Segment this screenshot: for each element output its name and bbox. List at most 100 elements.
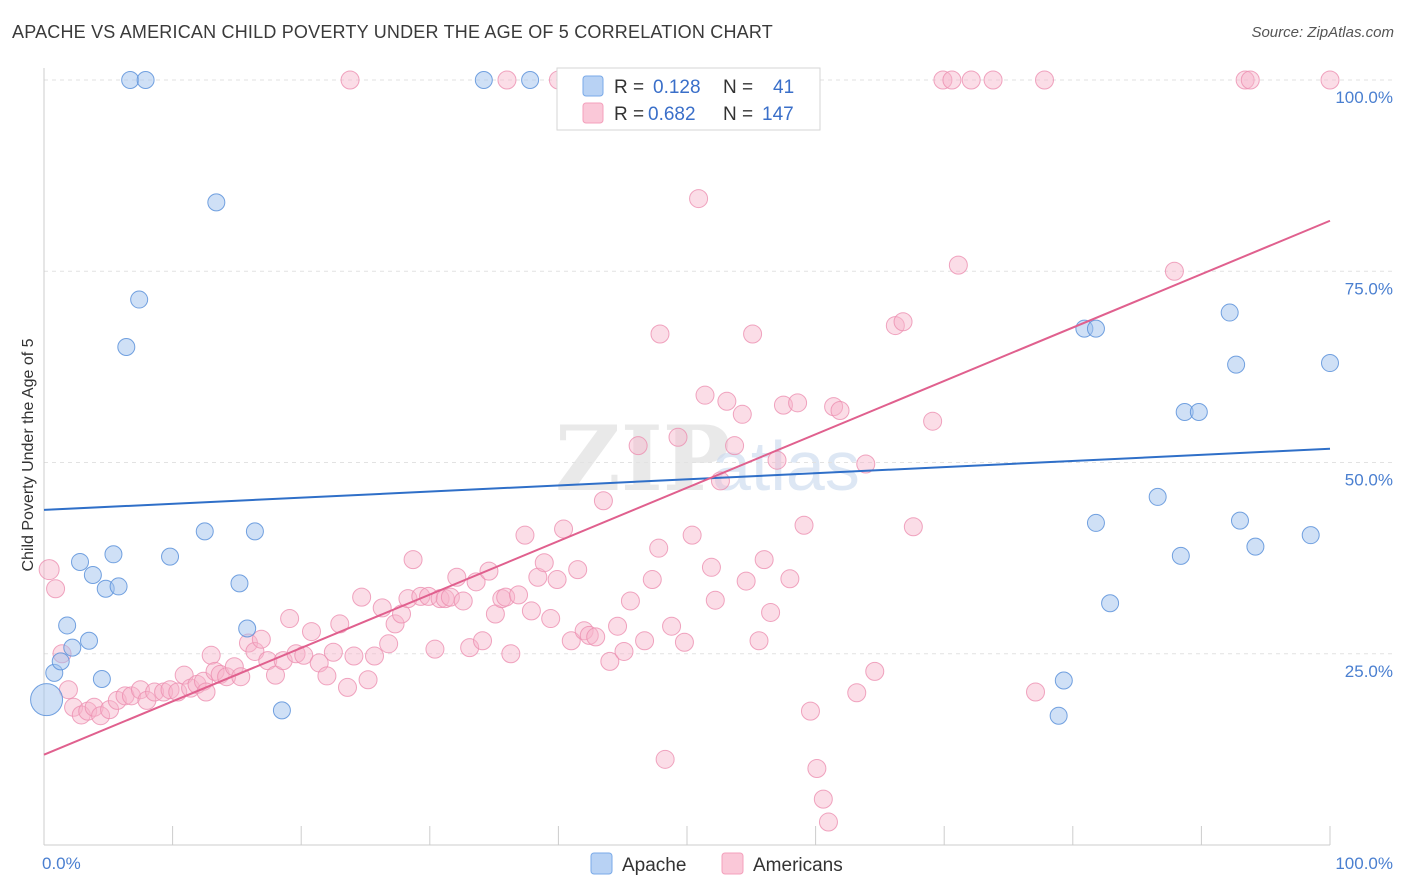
apache-point xyxy=(1054,671,1073,690)
americans-point xyxy=(358,670,378,690)
americans-point xyxy=(780,569,800,589)
apache-point xyxy=(207,193,226,212)
americans-point xyxy=(509,585,529,605)
americans-point xyxy=(830,400,850,420)
americans-point xyxy=(1240,70,1260,90)
legend: R = 0.128 N = 41 R = 0.682 N = 147 xyxy=(556,67,821,131)
americans-point xyxy=(650,324,670,344)
apache-point xyxy=(1101,594,1120,613)
americans-point xyxy=(340,70,360,90)
americans-point xyxy=(961,70,981,90)
apache-point xyxy=(80,631,99,650)
americans-point xyxy=(856,454,876,474)
americans-point xyxy=(593,491,613,511)
watermark-atlas: atlas xyxy=(712,427,860,505)
apache-point xyxy=(104,545,123,564)
americans-point xyxy=(614,641,634,661)
americans-point xyxy=(547,570,567,590)
americans-point xyxy=(788,393,808,413)
americans-point xyxy=(473,631,493,651)
legend-r-value-apache: 0.128 xyxy=(653,77,701,98)
legend-n-value-americans: 147 xyxy=(762,104,794,125)
americans-point xyxy=(655,749,675,769)
americans-point xyxy=(568,560,588,580)
apache-point xyxy=(1189,403,1208,422)
americans-point xyxy=(749,631,769,651)
americans-point xyxy=(46,579,66,599)
americans-point xyxy=(807,759,827,778)
americans-point xyxy=(501,644,521,664)
x-tick-label-1: 100.0% xyxy=(1335,854,1393,873)
americans-point xyxy=(813,789,833,809)
legend-r-value-americans: 0.682 xyxy=(648,104,696,125)
americans-point xyxy=(732,404,752,424)
americans-point xyxy=(1235,70,1255,90)
americans-point xyxy=(865,661,885,681)
americans-point xyxy=(800,701,820,721)
americans-point xyxy=(620,591,640,611)
americans-point xyxy=(337,677,357,697)
americans-point xyxy=(635,631,655,651)
americans-point xyxy=(160,680,180,700)
apache-point xyxy=(109,577,128,596)
americans-point xyxy=(301,622,321,642)
apache-point xyxy=(1301,526,1320,545)
americans-point xyxy=(561,631,581,651)
americans-point xyxy=(682,525,702,545)
americans-point xyxy=(893,312,913,332)
americans-point xyxy=(586,627,606,647)
americans-point xyxy=(743,324,763,344)
apache-point xyxy=(1049,706,1068,725)
apache-points xyxy=(30,71,1339,725)
legend-r-label-americans: R = xyxy=(614,104,644,125)
americans-point xyxy=(497,70,517,90)
y-tick-label-1: 50.0% xyxy=(1345,471,1393,490)
x-tick-labels: 0.0% 100.0% xyxy=(42,854,1393,873)
americans-point xyxy=(245,641,265,661)
americans-point xyxy=(317,666,337,686)
y-tick-labels: 25.0% 50.0% 75.0% 100.0% xyxy=(1335,88,1393,681)
apache-point xyxy=(474,71,493,89)
americans-point xyxy=(403,550,423,570)
americans-point xyxy=(425,639,445,659)
apache-point xyxy=(1230,511,1249,530)
apache-point xyxy=(136,71,155,89)
legend-n-value-apache: 41 xyxy=(773,77,794,98)
x-tick-label-0: 0.0% xyxy=(42,854,81,873)
apache-point xyxy=(71,552,90,571)
bottom-legend-label-americans: Americans xyxy=(753,855,843,876)
americans-trend-line xyxy=(43,219,1331,756)
bottom-legend-swatch-americans xyxy=(721,852,744,875)
americans-point xyxy=(773,395,793,415)
americans-point xyxy=(64,697,84,717)
apache-point xyxy=(130,290,149,309)
bottom-legend-label-apache: Apache xyxy=(622,855,686,876)
americans-point xyxy=(794,515,814,535)
watermark: ZIP atlas xyxy=(555,406,860,512)
americans-point xyxy=(725,436,745,456)
watermark-zip: ZIP xyxy=(555,406,730,512)
apache-point xyxy=(1227,355,1246,374)
apache-point xyxy=(51,652,70,671)
legend-n-label-apache: N = xyxy=(723,77,753,98)
apache-point xyxy=(1220,303,1239,322)
americans-point xyxy=(130,680,150,700)
americans-point xyxy=(385,614,405,634)
americans-point xyxy=(251,629,271,649)
americans-point xyxy=(201,645,221,665)
americans-point xyxy=(1026,682,1046,702)
apache-point xyxy=(195,522,214,541)
source-label: Source: ZipAtlas.com xyxy=(1251,24,1394,41)
apache-point xyxy=(161,547,180,566)
americans-point xyxy=(1164,261,1184,281)
americans-point xyxy=(365,646,385,666)
americans-point xyxy=(668,427,688,447)
americans-point xyxy=(323,642,343,662)
americans-point xyxy=(662,616,682,636)
americans-point xyxy=(453,591,473,611)
americans-point xyxy=(628,436,648,456)
americans-point xyxy=(515,525,535,545)
apache-trend-line xyxy=(43,447,1331,511)
apache-point xyxy=(121,71,140,89)
americans-point xyxy=(736,571,756,591)
